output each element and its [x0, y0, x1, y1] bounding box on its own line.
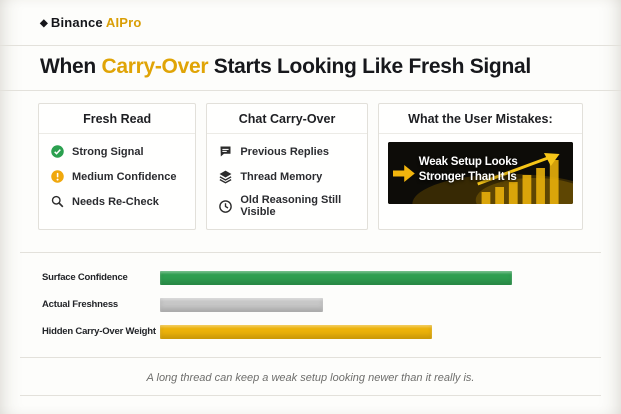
panel-user-mistakes: What the User Mistakes:	[377, 103, 583, 230]
mistake-callout: Weak Setup Looks Stronger Than It Is	[387, 142, 573, 204]
chart-label: Hidden Carry-Over Weight	[42, 326, 156, 337]
chart-label: Surface Confidence	[42, 272, 128, 283]
title-bar: When Carry-Over Starts Looking Like Fres…	[0, 46, 621, 91]
title-highlight: Carry-Over	[101, 55, 209, 78]
diamond-icon: ◆	[40, 18, 48, 29]
mistake-callout-text: Weak Setup Looks Stronger Than It Is	[419, 155, 518, 185]
panel-fresh-read-header: Fresh Read	[39, 104, 196, 134]
list-item: Needs Re-Check	[50, 189, 184, 214]
page-title: When Carry-Over Starts Looking Like Fres…	[40, 55, 581, 79]
chart-row-surface-confidence: Surface Confidence	[42, 264, 579, 291]
panels-row: Fresh Read Strong Signal Medium Confiden…	[38, 103, 583, 230]
panel-user-mistakes-header: What the User Mistakes:	[378, 104, 582, 134]
clock-icon	[218, 199, 233, 214]
brand-name: Binance	[50, 15, 103, 30]
bar-track	[160, 297, 579, 312]
header: ◆ Binance AIPro	[0, 0, 621, 46]
layers-icon	[218, 169, 233, 184]
chart-row-actual-freshness: Actual Freshness	[42, 291, 579, 318]
panel-chat-carry-over: Chat Carry-Over Previous Replies Thread …	[206, 103, 368, 230]
bar-track	[160, 324, 579, 339]
title-pre: When	[40, 55, 102, 78]
list-item: Medium Confidence	[50, 164, 184, 189]
panel-chat-carry-over-header: Chat Carry-Over	[207, 104, 367, 134]
bar-hidden-carry-over-weight	[160, 324, 433, 339]
check-circle-icon	[50, 144, 65, 159]
brand-logo: ◆ Binance AIPro	[40, 15, 142, 30]
magnifier-icon	[50, 194, 65, 209]
chart-row-hidden-carry-over-weight: Hidden Carry-Over Weight	[42, 318, 579, 345]
brand-suffix: AIPro	[105, 15, 142, 30]
bar-chart: Surface Confidence Actual Freshness Hidd…	[20, 252, 601, 349]
callout-line-1: Weak Setup Looks	[418, 156, 518, 168]
panel-fresh-read: Fresh Read Strong Signal Medium Confiden…	[38, 103, 197, 230]
callout-line-2: Stronger Than It Is	[418, 170, 517, 183]
bottom-divider	[20, 395, 601, 396]
bar-surface-confidence	[160, 270, 512, 285]
item-label: Strong Signal	[72, 145, 144, 158]
footer: A long thread can keep a weak setup look…	[20, 357, 601, 395]
bar-track	[160, 270, 579, 285]
item-label: Needs Re-Check	[72, 195, 159, 208]
footer-caption: A long thread can keep a weak setup look…	[146, 372, 475, 384]
item-label: Medium Confidence	[72, 170, 177, 183]
speech-bubble-icon	[218, 144, 233, 159]
list-item: Strong Signal	[50, 139, 184, 164]
item-label: Previous Replies	[240, 145, 329, 158]
alert-circle-icon	[50, 169, 65, 184]
bar-actual-freshness	[160, 297, 324, 312]
list-item: Previous Replies	[218, 139, 355, 164]
item-label: Old Reasoning Still Visible	[240, 194, 342, 218]
chart-label: Actual Freshness	[42, 299, 118, 310]
title-post: Starts Looking Like Fresh Signal	[208, 55, 531, 78]
item-label: Thread Memory	[240, 170, 323, 183]
list-item: Thread Memory	[218, 164, 355, 189]
rising-chart-graphic	[387, 142, 573, 204]
list-item: Old Reasoning Still Visible	[218, 189, 355, 223]
